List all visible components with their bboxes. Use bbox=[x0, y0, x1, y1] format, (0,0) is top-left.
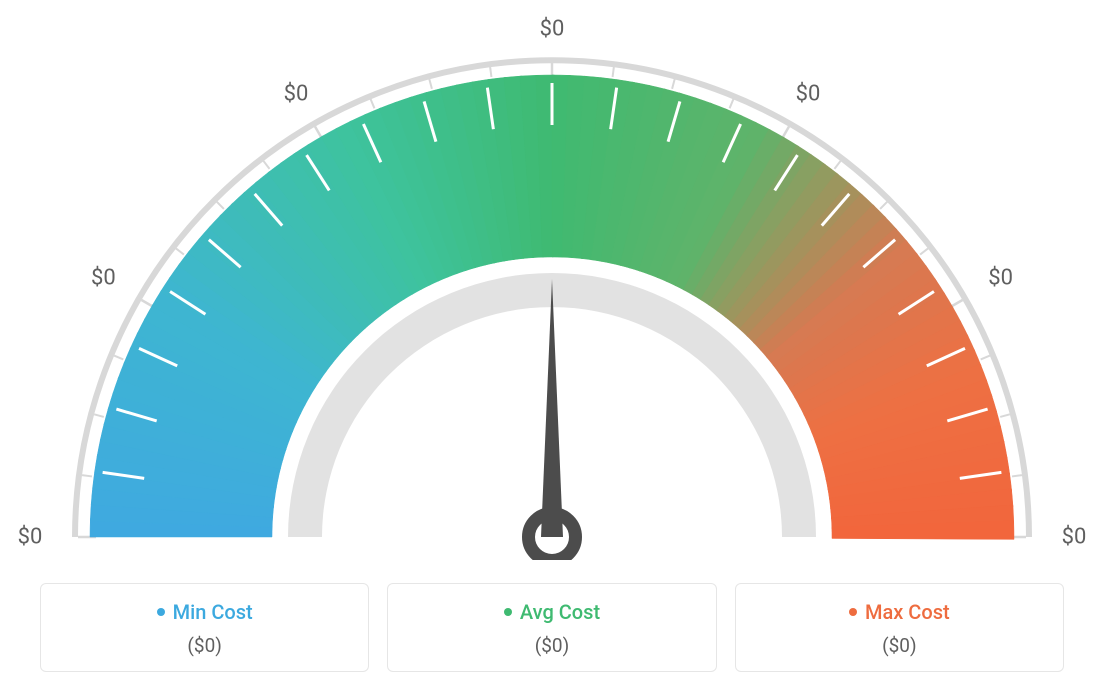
dot-icon bbox=[157, 608, 165, 616]
legend-title-min: Min Cost bbox=[157, 600, 253, 624]
legend-value-min: ($0) bbox=[51, 634, 358, 657]
legend-card-min: Min Cost ($0) bbox=[40, 583, 369, 672]
legend-title-text: Max Cost bbox=[865, 600, 950, 624]
gauge-area: $0 $0 $0 $0 $0 $0 $0 bbox=[0, 0, 1104, 560]
gauge-tick-label: $0 bbox=[988, 266, 1013, 291]
gauge-tick-label: $0 bbox=[91, 266, 116, 291]
legend-card-avg: Avg Cost ($0) bbox=[387, 583, 716, 672]
gauge-svg bbox=[0, 0, 1104, 560]
legend-value-avg: ($0) bbox=[398, 634, 705, 657]
gauge-tick-label: $0 bbox=[1062, 525, 1087, 550]
legend-title-avg: Avg Cost bbox=[504, 600, 600, 624]
legend-value-max: ($0) bbox=[746, 634, 1053, 657]
gauge-tick-label: $0 bbox=[796, 81, 821, 106]
gauge-tick-label: $0 bbox=[540, 17, 565, 42]
legend-title-text: Avg Cost bbox=[520, 600, 600, 624]
legend-title-max: Max Cost bbox=[849, 600, 950, 624]
dot-icon bbox=[849, 608, 857, 616]
gauge-tick-label: $0 bbox=[18, 525, 43, 550]
legend-row: Min Cost ($0) Avg Cost ($0) Max Cost ($0… bbox=[40, 583, 1064, 672]
gauge-tick-label: $0 bbox=[284, 81, 309, 106]
dot-icon bbox=[504, 608, 512, 616]
cost-gauge-chart: $0 $0 $0 $0 $0 $0 $0 Min Cost ($0) Avg Cost ($… bbox=[0, 0, 1104, 690]
legend-card-max: Max Cost ($0) bbox=[735, 583, 1064, 672]
legend-title-text: Min Cost bbox=[173, 600, 253, 624]
